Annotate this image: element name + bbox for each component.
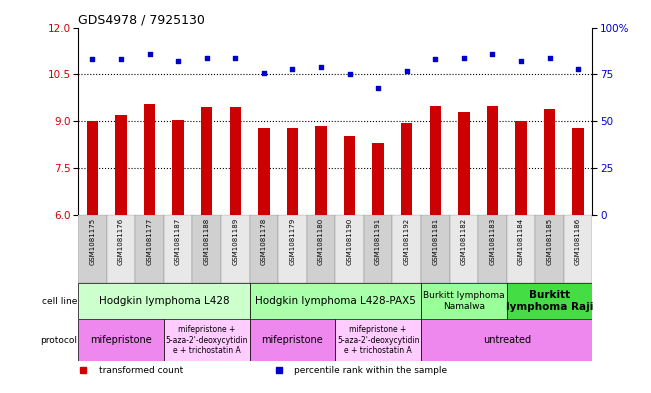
Bar <box>144 104 155 215</box>
Point <box>173 58 184 64</box>
Bar <box>78 215 107 283</box>
Text: cell line: cell line <box>42 296 77 305</box>
Bar <box>487 106 498 215</box>
Point <box>487 51 497 57</box>
Text: GSM1081178: GSM1081178 <box>261 217 267 265</box>
Text: GSM1081189: GSM1081189 <box>232 217 238 265</box>
Bar <box>230 107 241 215</box>
Bar <box>535 215 564 283</box>
Text: GSM1081187: GSM1081187 <box>175 217 181 265</box>
Text: GSM1081176: GSM1081176 <box>118 217 124 265</box>
Text: GSM1081192: GSM1081192 <box>404 217 409 264</box>
Text: mifepristone +
5-aza-2'-deoxycytidin
e + trichostatin A: mifepristone + 5-aza-2'-deoxycytidin e +… <box>337 325 419 355</box>
Text: protocol: protocol <box>40 336 77 345</box>
Point <box>116 56 126 62</box>
Text: Burkitt
lymphoma Raji: Burkitt lymphoma Raji <box>506 290 593 312</box>
Bar <box>506 283 592 320</box>
Bar <box>458 112 469 215</box>
Bar <box>450 215 478 283</box>
Text: GSM1081180: GSM1081180 <box>318 217 324 265</box>
Text: mifepristone: mifepristone <box>262 335 324 345</box>
Bar <box>372 143 384 215</box>
Text: mifepristone: mifepristone <box>90 335 152 345</box>
Text: transformed count: transformed count <box>99 365 183 375</box>
Bar <box>315 126 327 215</box>
Text: GSM1081181: GSM1081181 <box>432 217 438 265</box>
Text: GSM1081186: GSM1081186 <box>575 217 581 265</box>
Bar <box>364 215 393 283</box>
Text: GSM1081188: GSM1081188 <box>204 217 210 265</box>
Bar <box>87 121 98 215</box>
Bar <box>478 215 506 283</box>
Point <box>373 84 383 91</box>
Bar <box>286 128 298 215</box>
Text: GDS4978 / 7925130: GDS4978 / 7925130 <box>78 13 205 26</box>
Bar <box>115 115 127 215</box>
Point <box>544 55 555 61</box>
Text: GSM1081177: GSM1081177 <box>146 217 152 265</box>
Point <box>344 72 355 78</box>
Bar <box>221 215 249 283</box>
Bar <box>249 283 421 320</box>
Bar <box>335 320 421 361</box>
Bar <box>249 320 335 361</box>
Bar <box>201 107 212 215</box>
Text: untreated: untreated <box>482 335 531 345</box>
Point <box>573 66 583 72</box>
Bar <box>173 120 184 215</box>
Text: GSM1081179: GSM1081179 <box>290 217 296 265</box>
Bar <box>78 283 249 320</box>
Bar <box>544 109 555 215</box>
Bar <box>307 215 335 283</box>
Bar <box>107 215 135 283</box>
Bar <box>430 106 441 215</box>
Point <box>87 56 98 62</box>
Bar <box>506 215 535 283</box>
Text: GSM1081183: GSM1081183 <box>490 217 495 265</box>
Point <box>402 68 412 74</box>
Point <box>287 66 298 72</box>
Text: percentile rank within the sample: percentile rank within the sample <box>294 365 447 375</box>
Text: GSM1081184: GSM1081184 <box>518 217 524 264</box>
Bar <box>421 215 450 283</box>
Point <box>316 64 326 70</box>
Bar <box>401 123 413 215</box>
Text: GSM1081190: GSM1081190 <box>346 217 353 265</box>
Text: Burkitt lymphoma
Namalwa: Burkitt lymphoma Namalwa <box>423 291 505 311</box>
Bar <box>164 320 249 361</box>
Bar <box>135 215 164 283</box>
Point <box>258 70 269 76</box>
Point <box>458 55 469 61</box>
Bar <box>564 215 592 283</box>
Bar <box>421 320 592 361</box>
Text: GSM1081185: GSM1081185 <box>547 217 553 264</box>
Bar <box>572 128 584 215</box>
Bar <box>193 215 221 283</box>
Point <box>230 55 240 61</box>
Text: Hodgkin lymphoma L428: Hodgkin lymphoma L428 <box>98 296 229 306</box>
Bar <box>249 215 278 283</box>
Bar <box>78 320 164 361</box>
Bar <box>278 215 307 283</box>
Point <box>516 58 526 64</box>
Text: Hodgkin lymphoma L428-PAX5: Hodgkin lymphoma L428-PAX5 <box>255 296 416 306</box>
Point <box>145 51 155 57</box>
Text: GSM1081182: GSM1081182 <box>461 217 467 264</box>
Text: GSM1081175: GSM1081175 <box>89 217 96 264</box>
Point <box>430 56 441 62</box>
Bar <box>515 121 527 215</box>
Bar <box>258 128 270 215</box>
Point <box>201 55 212 61</box>
Text: GSM1081191: GSM1081191 <box>375 217 381 265</box>
Text: mifepristone +
5-aza-2'-deoxycytidin
e + trichostatin A: mifepristone + 5-aza-2'-deoxycytidin e +… <box>165 325 248 355</box>
Bar <box>164 215 193 283</box>
Bar <box>393 215 421 283</box>
Bar <box>335 215 364 283</box>
Bar <box>344 136 355 215</box>
Bar <box>421 283 506 320</box>
